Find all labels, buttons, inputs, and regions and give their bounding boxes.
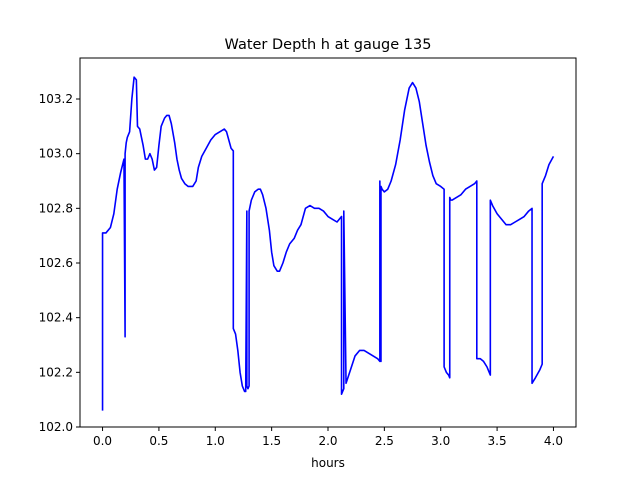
y-axis-ticks: 102.0 102.2 102.4 102.6 102.8 103.0 103.2 [39,92,80,434]
y-tick-label: 102.8 [39,201,73,215]
x-tick-label: 0.0 [93,434,112,448]
x-axis-label: hours [311,456,345,470]
x-tick-label: 3.0 [431,434,450,448]
x-tick-label: 4.0 [544,434,563,448]
x-tick-label: 2.5 [375,434,394,448]
x-tick-label: 1.5 [262,434,281,448]
chart-title: Water Depth h at gauge 135 [225,37,432,53]
x-tick-label: 0.5 [149,434,168,448]
plot-area [101,76,555,411]
y-tick-label: 102.4 [39,311,73,325]
x-tick-label: 3.5 [488,434,507,448]
y-tick-label: 102.2 [39,365,73,379]
y-tick-label: 102.0 [39,420,73,434]
x-tick-label: 1.0 [206,434,225,448]
x-tick-label: 2.0 [318,434,337,448]
series-line-0 [101,76,555,411]
x-axis-ticks: 0.0 0.5 1.0 1.5 2.0 2.5 3.0 3.5 4.0 [93,427,563,448]
y-tick-label: 103.0 [39,147,73,161]
axes-frame [79,57,577,428]
y-tick-label: 102.6 [39,256,73,270]
y-tick-label: 103.2 [39,92,73,106]
